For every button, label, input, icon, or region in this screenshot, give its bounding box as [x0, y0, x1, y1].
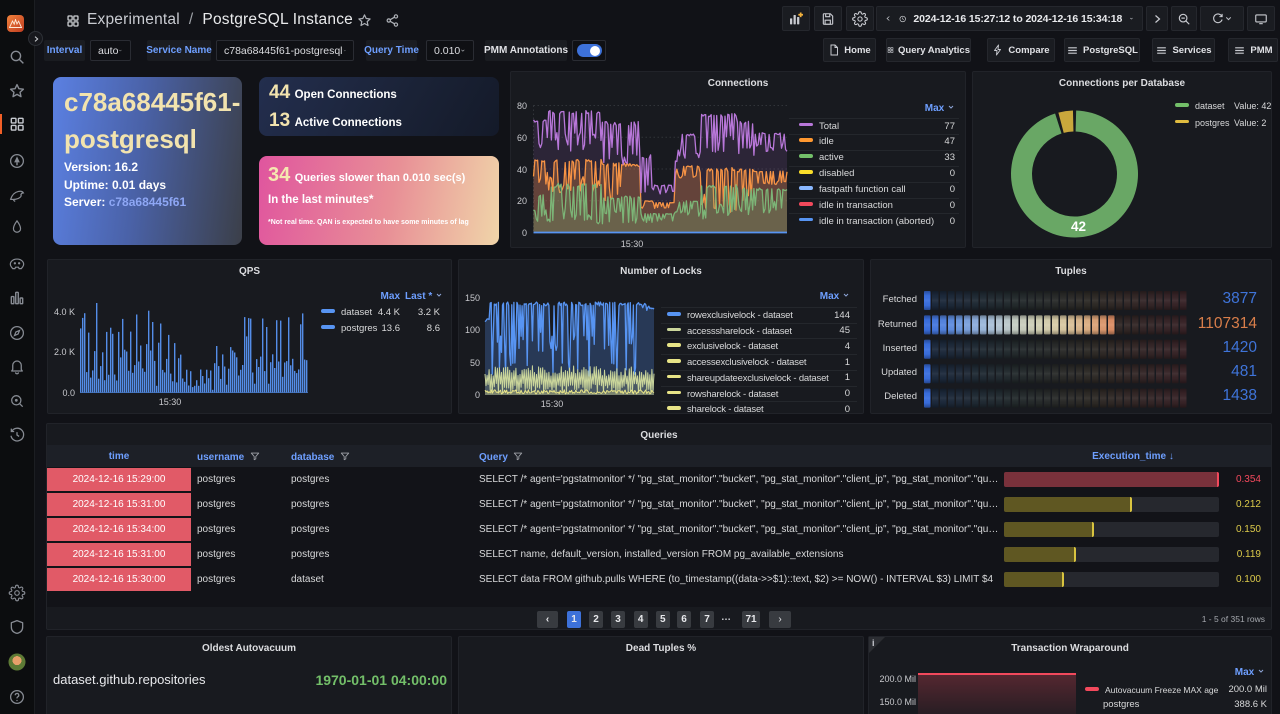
- svg-text:42: 42: [1071, 219, 1086, 234]
